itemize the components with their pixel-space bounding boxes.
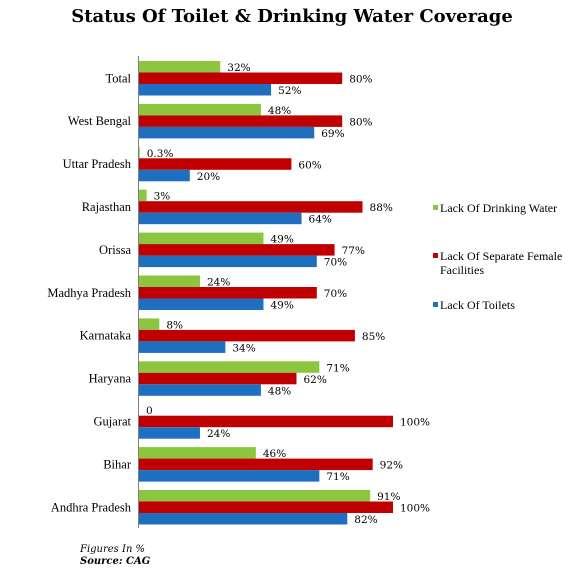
- data-label-drinking-gujarat: 0: [146, 405, 153, 417]
- data-label-female-andhra-pradesh: 100%: [400, 503, 430, 515]
- footnote-source: Source: CAG: [80, 556, 151, 567]
- data-label-toilets-bihar: 71%: [326, 471, 349, 483]
- bar-female-rajasthan: [139, 201, 363, 213]
- category-label-haryana: Haryana: [89, 372, 132, 386]
- data-label-drinking-bihar: 46%: [263, 448, 286, 460]
- bar-drinking-rajasthan: [139, 189, 147, 202]
- footnote-note: Figures In %: [80, 544, 146, 555]
- category-label-gujarat: Gujarat: [94, 414, 132, 428]
- bar-toilets-rajasthan: [139, 212, 302, 225]
- bar-female-bihar: [139, 458, 373, 471]
- bar-female-karnataka: [139, 329, 355, 342]
- data-label-toilets-haryana: 48%: [268, 385, 291, 397]
- bar-toilets-madhya-pradesh: [139, 298, 264, 310]
- bar-toilets-bihar: [139, 470, 320, 482]
- legend-swatch-drinking-water: [433, 205, 438, 210]
- category-label-orissa: Orissa: [99, 243, 131, 257]
- legend-swatch-toilets: [433, 302, 438, 307]
- category-label-bihar: Bihar: [103, 457, 132, 471]
- data-label-female-bihar: 92%: [380, 460, 403, 472]
- category-label-andhra-pradesh: Andhra Pradesh: [51, 500, 132, 514]
- bar-female-andhra-pradesh: [139, 501, 393, 513]
- bar-female-haryana: [139, 372, 297, 385]
- data-label-drinking-orissa: 49%: [270, 234, 293, 246]
- bar-drinking-west-bengal: [139, 103, 261, 116]
- bars-layer: Total 32% 80% 52% West Bengal 48% 80% 69% Uttar …: [47, 61, 430, 526]
- bar-female-total: [139, 72, 343, 84]
- bar-female-west-bengal: [139, 115, 343, 127]
- bar-drinking-orissa: [139, 232, 264, 245]
- data-label-toilets-total: 52%: [278, 85, 301, 97]
- category-label-total: Total: [105, 71, 131, 85]
- bar-drinking-haryana: [139, 361, 320, 373]
- data-label-drinking-andhra-pradesh: 91%: [377, 491, 400, 503]
- data-label-female-uttar-pradesh: 60%: [298, 159, 321, 171]
- category-label-madhya-pradesh: Madhya Pradesh: [47, 286, 131, 300]
- data-label-female-rajasthan: 88%: [370, 202, 393, 214]
- legend-label-drinking-water: Lack Of Drinking Water: [440, 201, 558, 215]
- data-label-female-orissa: 77%: [342, 245, 365, 257]
- data-label-drinking-total: 32%: [227, 62, 250, 74]
- legend-swatch-female-facilities: [433, 253, 438, 258]
- data-label-female-karnataka: 85%: [362, 331, 385, 343]
- data-label-female-madhya-pradesh: 70%: [324, 288, 347, 300]
- category-label-rajasthan: Rajasthan: [82, 200, 132, 214]
- bar-toilets-orissa: [139, 255, 317, 268]
- category-label-west-bengal: West Bengal: [68, 114, 132, 128]
- bar-female-madhya-pradesh: [139, 287, 317, 299]
- bar-drinking-andhra-pradesh: [139, 490, 371, 502]
- data-label-drinking-rajasthan: 3%: [154, 191, 171, 203]
- bar-toilets-haryana: [139, 384, 261, 396]
- legend-label-female-facilities: Lack Of Separate Female Facilities: [440, 249, 563, 277]
- data-label-drinking-uttar-pradesh: 0.3%: [147, 148, 174, 160]
- bar-female-gujarat: [139, 415, 393, 428]
- data-label-drinking-madhya-pradesh: 24%: [207, 277, 230, 289]
- data-label-toilets-west-bengal: 69%: [321, 128, 344, 140]
- bar-drinking-bihar: [139, 447, 256, 459]
- data-label-toilets-rajasthan: 64%: [309, 214, 332, 226]
- data-label-toilets-orissa: 70%: [324, 257, 347, 269]
- bar-drinking-karnataka: [139, 318, 160, 330]
- data-label-toilets-gujarat: 24%: [207, 428, 230, 440]
- data-label-toilets-madhya-pradesh: 49%: [270, 300, 293, 312]
- category-label-uttar-pradesh: Uttar Pradesh: [63, 157, 132, 171]
- bar-female-uttar-pradesh: [139, 158, 292, 170]
- data-label-female-west-bengal: 80%: [349, 116, 372, 128]
- bar-drinking-total: [139, 61, 221, 73]
- bar-drinking-madhya-pradesh: [139, 275, 200, 287]
- data-label-female-haryana: 62%: [303, 374, 326, 386]
- bar-toilets-west-bengal: [139, 126, 315, 139]
- bar-female-orissa: [139, 244, 335, 256]
- data-label-drinking-haryana: 71%: [326, 362, 349, 374]
- data-label-drinking-karnataka: 8%: [166, 319, 183, 331]
- bar-toilets-total: [139, 84, 272, 96]
- bar-toilets-uttar-pradesh: [139, 169, 190, 182]
- data-label-drinking-west-bengal: 48%: [268, 105, 291, 117]
- bar-drinking-uttar-pradesh: [139, 146, 140, 159]
- bar-toilets-andhra-pradesh: [139, 513, 348, 525]
- legend-label-toilets: Lack Of Toilets: [440, 298, 515, 312]
- footnote: Figures In % Source: CAG: [80, 544, 150, 568]
- data-label-female-gujarat: 100%: [400, 417, 430, 429]
- chart-title: Status Of Toilet & Drinking Water Covera…: [71, 6, 513, 27]
- bar-toilets-karnataka: [139, 341, 226, 353]
- data-label-toilets-uttar-pradesh: 20%: [197, 171, 220, 183]
- category-label-karnataka: Karnataka: [80, 329, 132, 343]
- data-label-toilets-karnataka: 34%: [232, 342, 255, 354]
- data-label-toilets-andhra-pradesh: 82%: [354, 514, 377, 526]
- bar-toilets-gujarat: [139, 427, 200, 439]
- data-label-female-total: 80%: [349, 74, 372, 86]
